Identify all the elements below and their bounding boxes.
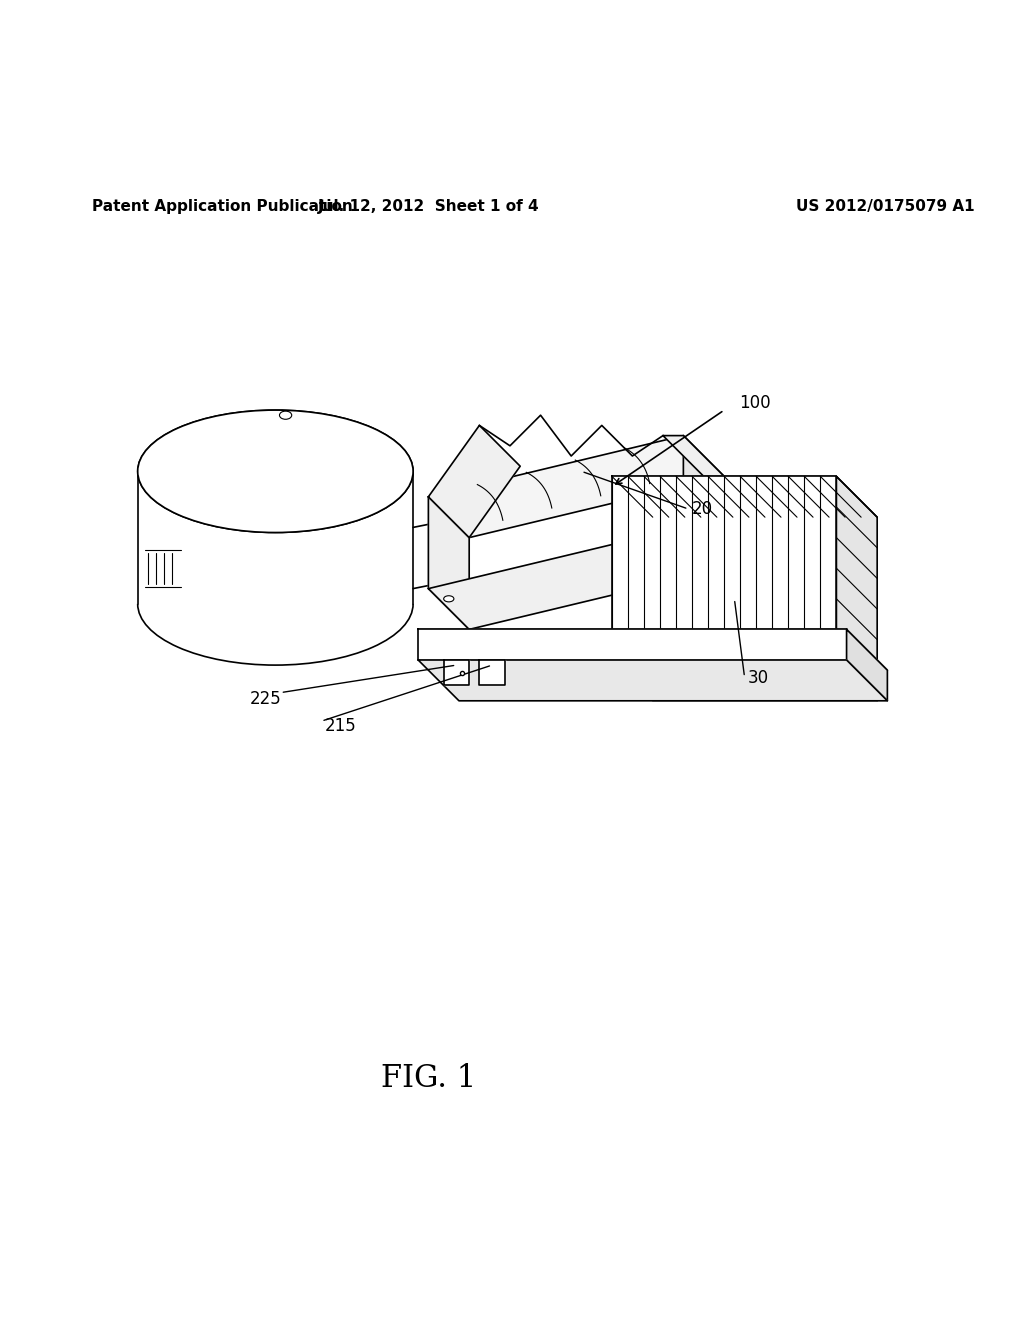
Polygon shape bbox=[418, 630, 888, 671]
Ellipse shape bbox=[443, 595, 454, 602]
Polygon shape bbox=[443, 660, 469, 685]
Polygon shape bbox=[428, 436, 724, 537]
Polygon shape bbox=[683, 436, 724, 568]
Polygon shape bbox=[663, 436, 724, 477]
Ellipse shape bbox=[137, 411, 413, 532]
Polygon shape bbox=[612, 660, 878, 701]
Polygon shape bbox=[428, 528, 724, 630]
Text: US 2012/0175079 A1: US 2012/0175079 A1 bbox=[796, 198, 974, 214]
Text: 215: 215 bbox=[325, 717, 356, 735]
Polygon shape bbox=[479, 660, 505, 685]
Ellipse shape bbox=[137, 411, 413, 532]
Text: Jul. 12, 2012  Sheet 1 of 4: Jul. 12, 2012 Sheet 1 of 4 bbox=[317, 198, 540, 214]
Polygon shape bbox=[428, 496, 469, 630]
Text: Patent Application Publication: Patent Application Publication bbox=[92, 198, 352, 214]
Text: 225: 225 bbox=[250, 690, 282, 708]
Polygon shape bbox=[428, 425, 520, 537]
Polygon shape bbox=[418, 660, 888, 701]
Polygon shape bbox=[612, 477, 878, 517]
Polygon shape bbox=[612, 477, 837, 660]
Text: 20: 20 bbox=[691, 500, 713, 517]
Text: 30: 30 bbox=[748, 669, 769, 688]
Polygon shape bbox=[418, 630, 847, 660]
Text: 10: 10 bbox=[309, 429, 330, 446]
Text: FIG. 1: FIG. 1 bbox=[381, 1063, 476, 1094]
Polygon shape bbox=[837, 477, 878, 701]
Polygon shape bbox=[847, 630, 888, 701]
Text: 100: 100 bbox=[739, 393, 771, 412]
